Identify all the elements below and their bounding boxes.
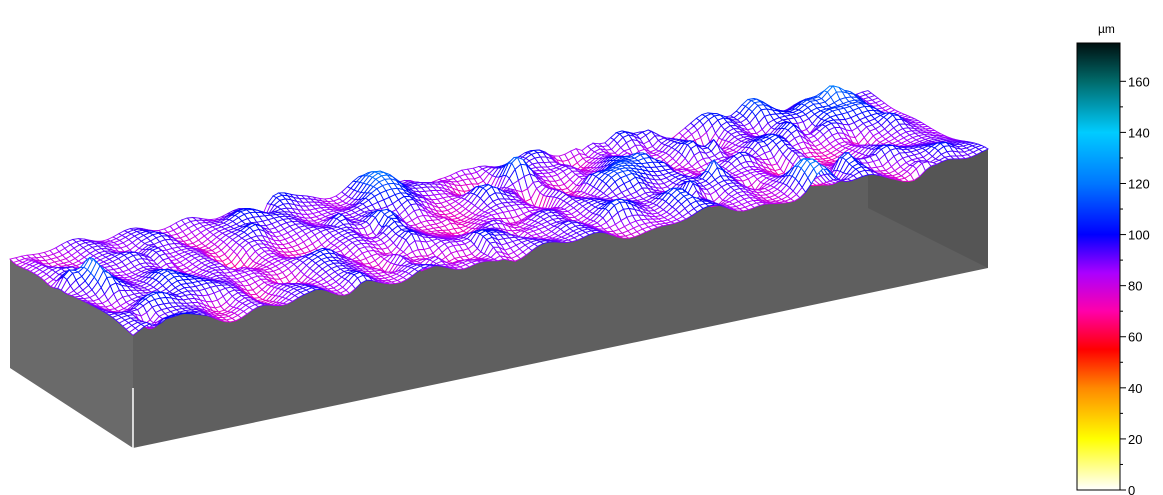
surface-wireframe-mesh	[9, 85, 989, 336]
base-left-face	[10, 259, 133, 448]
surface-plot-3d	[9, 85, 989, 448]
base-front-face	[133, 149, 988, 448]
